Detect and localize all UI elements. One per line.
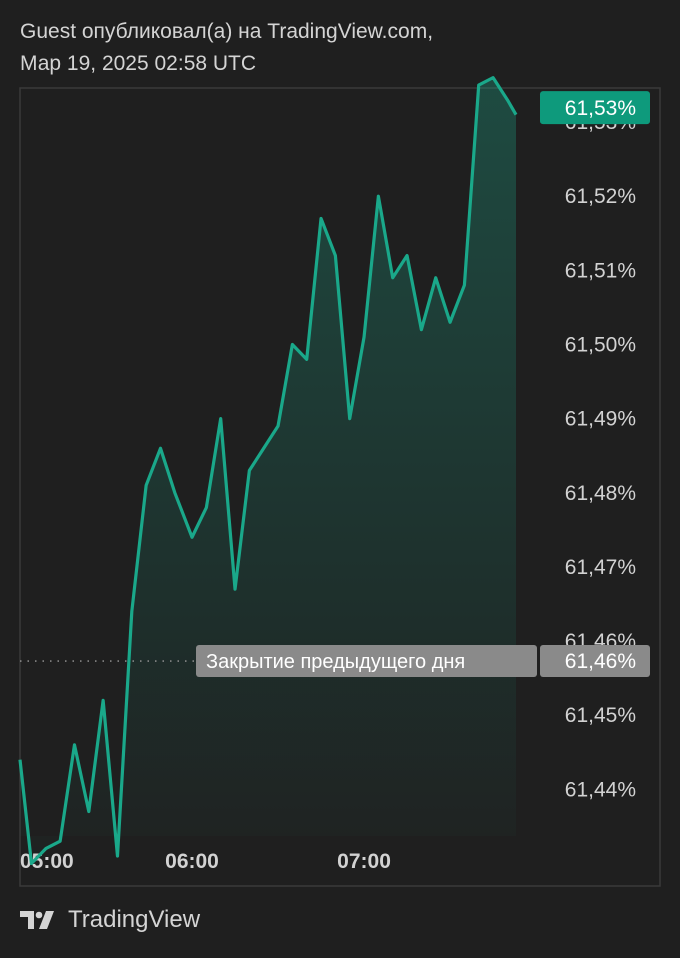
price-area xyxy=(20,77,516,864)
y-tick-label: 61,44% xyxy=(565,778,636,801)
y-tick-label: 61,51% xyxy=(565,259,636,282)
price-point xyxy=(277,425,279,427)
last-price-value: 61,53% xyxy=(565,97,636,120)
price-point xyxy=(478,84,480,86)
x-tick-label: 07:00 xyxy=(337,850,391,873)
price-line xyxy=(18,76,518,866)
y-tick-label: 61,47% xyxy=(565,556,636,579)
price-point xyxy=(59,840,61,842)
price-point xyxy=(291,343,293,345)
price-point xyxy=(45,847,47,849)
price-point xyxy=(420,328,422,330)
price-point xyxy=(435,277,437,279)
previous-close-marker: Закрытие предыдущего дня 61,46% xyxy=(20,645,650,678)
previous-close-value-badge xyxy=(540,645,650,678)
price-point xyxy=(463,284,465,286)
footer: TradingView xyxy=(20,906,200,934)
price-point xyxy=(349,417,351,419)
price-point xyxy=(219,417,221,419)
price-point xyxy=(262,447,264,449)
price-point xyxy=(320,217,322,219)
price-point xyxy=(88,810,90,812)
plot-frame xyxy=(19,87,661,887)
price-point xyxy=(363,336,365,338)
x-tick-label: 05:00 xyxy=(20,850,74,873)
x-axis: 05:00 06:00 07:00 xyxy=(20,850,391,873)
price-point xyxy=(174,492,176,494)
price-point xyxy=(392,277,394,279)
price-point xyxy=(159,447,161,449)
price-point xyxy=(19,758,21,760)
price-point xyxy=(30,862,32,864)
price-point xyxy=(191,536,193,538)
publish-date: Мар 19, 2025 02:58 UTC xyxy=(20,52,257,75)
previous-close-label-badge xyxy=(196,645,537,678)
price-point xyxy=(334,254,336,256)
price-point xyxy=(205,506,207,508)
price-point xyxy=(248,469,250,471)
price-point xyxy=(406,254,408,256)
y-tick-label: 61,52% xyxy=(565,185,636,208)
y-tick-label: 61,45% xyxy=(565,704,636,727)
y-tick-label: 61,50% xyxy=(565,333,636,356)
price-point xyxy=(102,699,104,701)
price-point xyxy=(306,358,308,360)
publisher-line: Guest опубликовал(а) на TradingView.com, xyxy=(20,20,434,43)
y-tick-label: 61,49% xyxy=(565,408,636,431)
price-point xyxy=(449,321,451,323)
y-tick-label: 61,48% xyxy=(565,482,636,505)
previous-close-value: 61,46% xyxy=(565,650,636,673)
y-axis: 61,53%61,52%61,51%61,50%61,49%61,48%61,4… xyxy=(565,111,636,801)
last-price-marker: 61,53% xyxy=(540,91,650,125)
price-point xyxy=(515,113,517,115)
price-point xyxy=(131,610,133,612)
price-point xyxy=(377,195,379,197)
price-point xyxy=(234,588,236,590)
x-tick-label: 06:00 xyxy=(165,850,219,873)
price-point xyxy=(145,484,147,486)
footer-brand: TradingView xyxy=(68,906,201,933)
previous-close-label: Закрытие предыдущего дня xyxy=(206,651,465,673)
price-point xyxy=(73,744,75,746)
price-point xyxy=(116,855,118,857)
price-point xyxy=(506,99,508,101)
chart-header: Guest опубликовал(а) на TradingView.com,… xyxy=(20,16,433,80)
tradingview-logo-icon xyxy=(20,911,54,929)
price-point xyxy=(492,76,494,78)
last-price-badge xyxy=(540,91,650,125)
